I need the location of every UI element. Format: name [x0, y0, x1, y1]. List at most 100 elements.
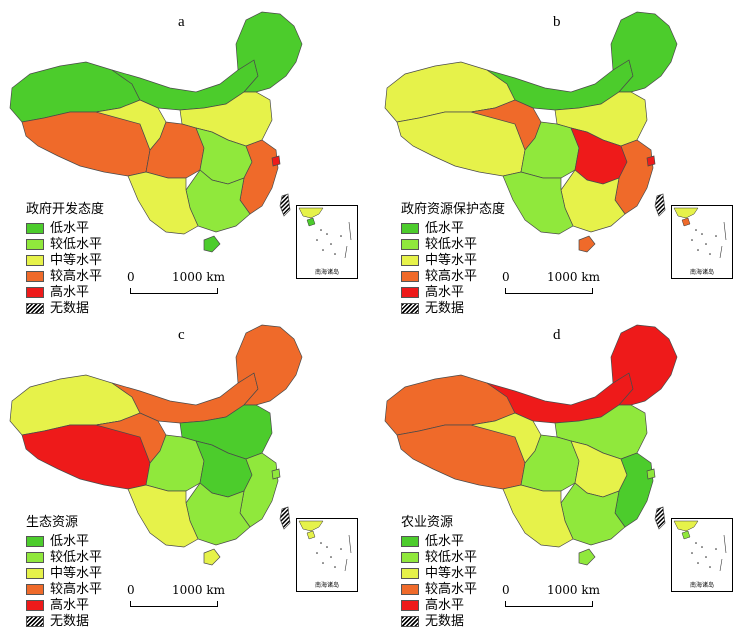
- region-shanghai: [646, 155, 656, 167]
- legend-item: 无数据: [26, 300, 104, 316]
- scale-line: [130, 601, 218, 607]
- region-shanghai: [271, 155, 281, 167]
- legend-label: 中等水平: [425, 565, 478, 581]
- legend-item: 低水平: [401, 533, 477, 549]
- legend-item: 较低水平: [26, 549, 102, 565]
- region-taiwan: [279, 193, 291, 217]
- region-southeast: [614, 452, 654, 528]
- legend-swatch: [401, 270, 419, 282]
- region-northeast: [610, 324, 678, 406]
- legend-swatch: [26, 615, 44, 627]
- region-southeast: [239, 139, 279, 215]
- inset-caption: 南海诸岛: [314, 582, 339, 589]
- region-southwest: [502, 484, 574, 548]
- region-northeast: [235, 324, 303, 406]
- legend-title: 农业资源: [401, 515, 454, 530]
- panel-label: b: [553, 14, 561, 30]
- legend-swatch: [401, 615, 419, 627]
- legend-swatch: [26, 599, 44, 611]
- legend-swatch: [26, 551, 44, 563]
- legend-label: 较高水平: [50, 581, 103, 597]
- legend-swatch: [401, 222, 419, 234]
- panel-label: d: [553, 327, 561, 343]
- legend-label: 无数据: [425, 300, 465, 316]
- legend-item: 中等水平: [401, 252, 505, 268]
- scale-distance: 1000 km: [547, 270, 601, 284]
- map-legend: 政府开发态度 低水平 较低水平 中等水平 较高水平 高水平 无数据: [26, 203, 104, 316]
- region-taiwan: [279, 506, 291, 530]
- scale-distance: 1000 km: [547, 583, 601, 597]
- legend-item: 高水平: [26, 284, 104, 300]
- legend-item: 无数据: [401, 300, 505, 316]
- legend-label: 低水平: [425, 220, 465, 236]
- region-taiwan: [654, 193, 666, 217]
- legend-swatch: [401, 551, 419, 563]
- map-panel-a: a 政府开发态度 低水平 较低水平 中等水平 较高水平 高水平 无数据 0 1000 km 南海诸岛: [0, 0, 374, 316]
- region-northeast: [235, 11, 303, 93]
- legend-label: 较高水平: [50, 268, 103, 284]
- scale-zero: 0: [502, 583, 510, 597]
- legend-swatch: [26, 302, 44, 314]
- legend-label: 中等水平: [50, 565, 103, 581]
- legend-swatch: [401, 302, 419, 314]
- scale-bar: 0 1000 km: [127, 270, 230, 294]
- region-shanghai: [271, 468, 281, 480]
- legend-swatch: [26, 286, 44, 298]
- legend-swatch: [401, 535, 419, 547]
- scale-bar: 0 1000 km: [502, 583, 605, 607]
- region-southwest: [127, 484, 199, 548]
- map-legend: 农业资源 低水平 较低水平 中等水平 较高水平 高水平 无数据: [401, 516, 477, 629]
- legend-label: 无数据: [50, 613, 90, 629]
- map-panel-d: d 农业资源 低水平 较低水平 中等水平 较高水平 高水平 无数据 0 1000 km 南海诸岛: [375, 313, 749, 629]
- inset-caption: 南海诸岛: [689, 582, 714, 589]
- legend-label: 较低水平: [425, 549, 478, 565]
- legend-item: 较高水平: [26, 268, 104, 284]
- china-map: [384, 11, 678, 253]
- legend-item: 无数据: [401, 613, 477, 629]
- legend-item: 高水平: [26, 597, 102, 613]
- legend-swatch: [26, 254, 44, 266]
- legend-swatch: [401, 286, 419, 298]
- scale-zero: 0: [127, 583, 135, 597]
- region-southwest: [502, 171, 574, 235]
- map-legend: 生态资源 低水平 较低水平 中等水平 较高水平 高水平 无数据: [26, 516, 102, 629]
- legend-label: 较低水平: [50, 549, 103, 565]
- scale-distance: 1000 km: [172, 270, 226, 284]
- legend-swatch: [26, 567, 44, 579]
- inset-caption: 南海诸岛: [689, 269, 714, 276]
- region-southeast: [239, 452, 279, 528]
- region-taiwan: [654, 506, 666, 530]
- legend-label: 高水平: [425, 284, 465, 300]
- south-china-sea-inset: 南海诸岛: [296, 518, 358, 592]
- scale-zero: 0: [127, 270, 135, 284]
- legend-label: 较低水平: [50, 236, 103, 252]
- legend-label: 无数据: [50, 300, 90, 316]
- region-northeast: [610, 11, 678, 93]
- legend-item: 中等水平: [26, 565, 102, 581]
- legend-item: 较低水平: [26, 236, 104, 252]
- legend-label: 低水平: [50, 220, 90, 236]
- south-china-sea-inset: 南海诸岛: [296, 205, 358, 279]
- inset-map: [298, 207, 352, 259]
- south-china-sea-inset: 南海诸岛: [671, 205, 733, 279]
- legend-swatch: [401, 567, 419, 579]
- legend-item: 无数据: [26, 613, 102, 629]
- region-hainan: [203, 235, 221, 253]
- scale-zero: 0: [502, 270, 510, 284]
- legend-swatch: [401, 238, 419, 250]
- legend-label: 较高水平: [425, 268, 478, 284]
- legend-item: 低水平: [401, 220, 505, 236]
- legend-swatch: [26, 270, 44, 282]
- legend-item: 中等水平: [401, 565, 477, 581]
- legend-label: 低水平: [50, 533, 90, 549]
- legend-label: 无数据: [425, 613, 465, 629]
- inset-map: [673, 207, 727, 259]
- legend-item: 较低水平: [401, 549, 477, 565]
- region-hainan: [578, 235, 596, 253]
- map-panel-c: c 生态资源 低水平 较低水平 中等水平 较高水平 高水平 无数据 0 1000 km 南海诸岛: [0, 313, 374, 629]
- legend-item: 中等水平: [26, 252, 104, 268]
- legend-swatch: [26, 535, 44, 547]
- legend-label: 高水平: [50, 597, 90, 613]
- legend-swatch: [401, 583, 419, 595]
- legend-swatch: [26, 222, 44, 234]
